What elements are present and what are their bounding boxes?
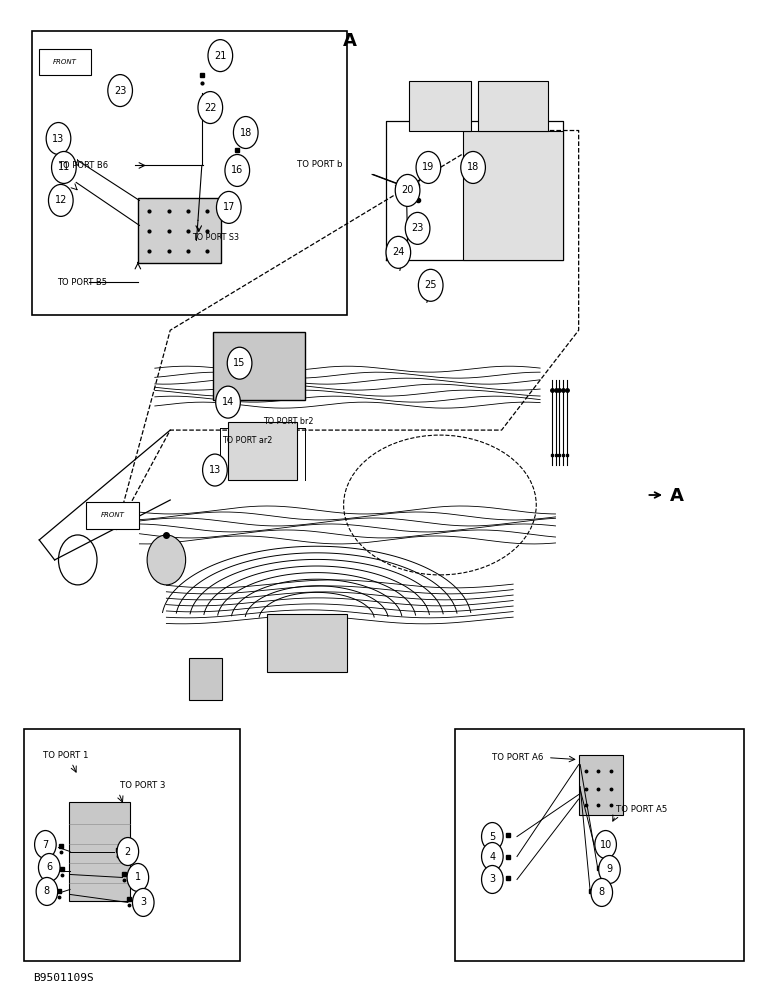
Text: A: A: [343, 32, 357, 50]
Circle shape: [147, 535, 185, 585]
Circle shape: [233, 117, 258, 148]
Text: TO PORT B5: TO PORT B5: [57, 278, 107, 287]
Circle shape: [395, 174, 420, 206]
Text: 17: 17: [222, 202, 235, 212]
Text: 21: 21: [214, 51, 226, 61]
FancyBboxPatch shape: [212, 332, 305, 400]
Circle shape: [418, 269, 443, 301]
Text: B9501109S: B9501109S: [33, 973, 94, 983]
Circle shape: [405, 212, 430, 244]
Circle shape: [386, 236, 411, 268]
Text: 18: 18: [467, 162, 479, 172]
Text: 25: 25: [425, 280, 437, 290]
Text: 4: 4: [489, 852, 496, 862]
Circle shape: [202, 454, 227, 486]
Text: TO PORT A6: TO PORT A6: [493, 753, 543, 762]
Text: 23: 23: [411, 223, 424, 233]
Text: 24: 24: [392, 247, 405, 257]
Text: 11: 11: [58, 162, 70, 172]
Circle shape: [52, 151, 76, 183]
Text: 8: 8: [44, 886, 50, 896]
FancyBboxPatch shape: [579, 755, 623, 815]
Circle shape: [117, 838, 139, 865]
Text: 13: 13: [52, 134, 65, 144]
Text: TO PORT br2: TO PORT br2: [262, 417, 313, 426]
Circle shape: [216, 191, 241, 223]
Text: TO PORT 1: TO PORT 1: [43, 751, 89, 760]
Circle shape: [208, 40, 232, 72]
Text: 14: 14: [222, 397, 234, 407]
Circle shape: [482, 865, 503, 893]
Circle shape: [591, 878, 612, 906]
Circle shape: [225, 154, 249, 186]
Circle shape: [39, 854, 60, 881]
Circle shape: [215, 386, 240, 418]
Circle shape: [416, 151, 441, 183]
FancyBboxPatch shape: [39, 49, 91, 75]
Text: 8: 8: [599, 887, 604, 897]
Text: 12: 12: [55, 195, 67, 205]
Text: 2: 2: [125, 847, 131, 857]
Circle shape: [599, 856, 620, 883]
Text: 9: 9: [607, 864, 612, 874]
Text: 7: 7: [42, 840, 49, 850]
Circle shape: [108, 75, 133, 107]
Text: 16: 16: [231, 165, 243, 175]
Circle shape: [482, 823, 503, 851]
Circle shape: [127, 863, 149, 891]
Circle shape: [595, 831, 616, 859]
FancyBboxPatch shape: [463, 131, 564, 260]
FancyBboxPatch shape: [189, 658, 222, 700]
FancyBboxPatch shape: [69, 802, 130, 901]
Text: 10: 10: [600, 840, 611, 850]
Text: TO PORT ar2: TO PORT ar2: [222, 436, 273, 445]
Text: 22: 22: [204, 103, 217, 113]
Text: FRONT: FRONT: [100, 512, 124, 518]
FancyBboxPatch shape: [479, 81, 548, 131]
FancyBboxPatch shape: [32, 31, 347, 315]
FancyBboxPatch shape: [409, 81, 471, 131]
Circle shape: [482, 843, 503, 870]
Circle shape: [49, 184, 73, 216]
Text: 3: 3: [489, 874, 496, 884]
FancyBboxPatch shape: [138, 198, 221, 263]
FancyBboxPatch shape: [455, 729, 744, 961]
Text: A: A: [670, 487, 684, 505]
FancyBboxPatch shape: [86, 502, 140, 529]
Circle shape: [133, 888, 154, 916]
FancyBboxPatch shape: [228, 422, 297, 480]
Text: TO PORT b: TO PORT b: [297, 160, 343, 169]
Text: 15: 15: [233, 358, 245, 368]
Text: 13: 13: [208, 465, 221, 475]
Circle shape: [198, 92, 222, 124]
Circle shape: [227, 347, 252, 379]
FancyBboxPatch shape: [24, 729, 239, 961]
Text: TO PORT S3: TO PORT S3: [191, 233, 239, 242]
Text: TO PORT B6: TO PORT B6: [59, 161, 109, 170]
Circle shape: [461, 151, 486, 183]
FancyBboxPatch shape: [266, 614, 347, 672]
Text: TO PORT 3: TO PORT 3: [120, 781, 166, 790]
Text: 23: 23: [114, 86, 127, 96]
Text: 18: 18: [239, 128, 252, 138]
Circle shape: [35, 831, 56, 859]
Circle shape: [46, 123, 71, 154]
Circle shape: [36, 877, 58, 905]
Text: 20: 20: [401, 185, 414, 195]
Text: 19: 19: [422, 162, 435, 172]
Text: 5: 5: [489, 832, 496, 842]
Text: TO PORT A5: TO PORT A5: [615, 805, 667, 814]
Text: 1: 1: [135, 872, 141, 882]
Text: 3: 3: [141, 897, 147, 907]
Text: 6: 6: [46, 862, 52, 872]
Text: FRONT: FRONT: [52, 59, 76, 65]
